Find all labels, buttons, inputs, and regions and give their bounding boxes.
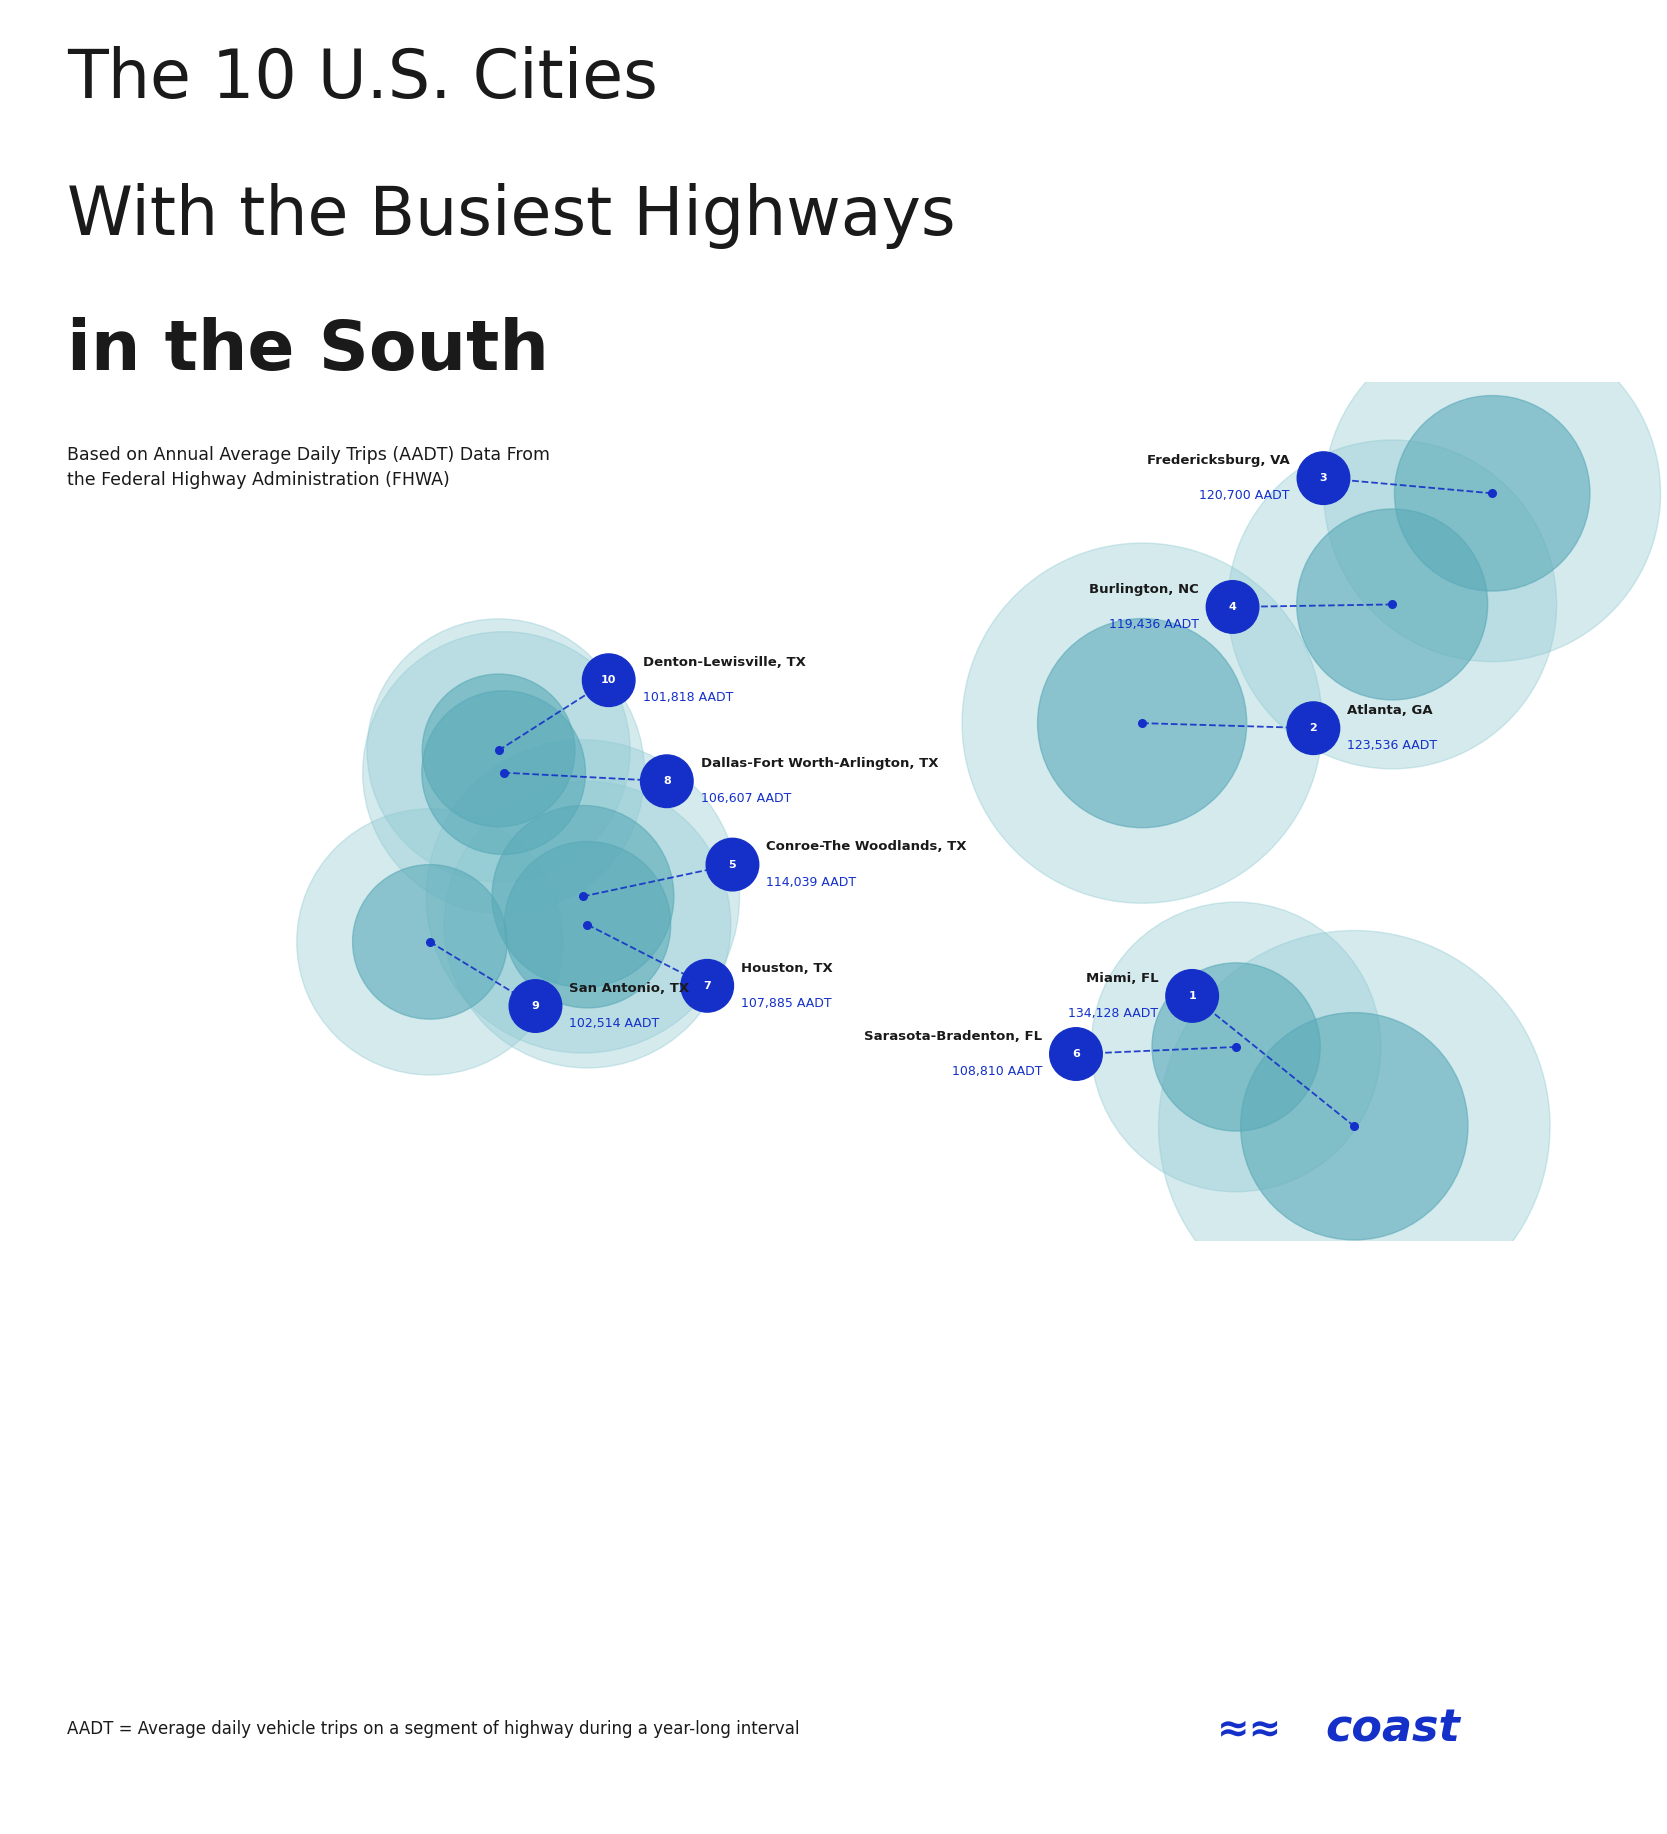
Text: 102,514 AADT: 102,514 AADT xyxy=(570,1018,660,1031)
Text: 108,810 AADT: 108,810 AADT xyxy=(952,1066,1042,1078)
Circle shape xyxy=(1297,510,1487,701)
Text: 10: 10 xyxy=(602,675,617,686)
Text: Fredericksburg, VA: Fredericksburg, VA xyxy=(1147,455,1290,468)
Text: Denton-Lewisville, TX: Denton-Lewisville, TX xyxy=(642,657,805,669)
Circle shape xyxy=(680,959,733,1012)
Circle shape xyxy=(582,655,635,706)
Text: Sarasota-Bradenton, FL: Sarasota-Bradenton, FL xyxy=(864,1031,1042,1044)
Circle shape xyxy=(1229,440,1557,768)
Text: With the Busiest Highways: With the Busiest Highways xyxy=(67,183,955,249)
Circle shape xyxy=(363,631,645,913)
Circle shape xyxy=(1159,930,1550,1322)
Text: 134,128 AADT: 134,128 AADT xyxy=(1069,1007,1159,1020)
Text: 123,536 AADT: 123,536 AADT xyxy=(1347,739,1437,752)
Text: 114,039 AADT: 114,039 AADT xyxy=(767,875,857,889)
Text: 120,700 AADT: 120,700 AADT xyxy=(1199,490,1290,503)
Circle shape xyxy=(1287,702,1340,754)
Circle shape xyxy=(1092,902,1380,1192)
Circle shape xyxy=(1297,451,1350,504)
Circle shape xyxy=(640,756,693,807)
Circle shape xyxy=(297,809,563,1075)
Circle shape xyxy=(1324,325,1660,662)
Text: 1: 1 xyxy=(1189,990,1195,1001)
Text: 2: 2 xyxy=(1310,723,1317,734)
Circle shape xyxy=(422,691,585,855)
Circle shape xyxy=(1152,963,1320,1132)
Text: San Antonio, TX: San Antonio, TX xyxy=(570,981,690,994)
Circle shape xyxy=(427,739,740,1053)
Circle shape xyxy=(422,675,575,827)
Circle shape xyxy=(353,864,507,1020)
Text: Miami, FL: Miami, FL xyxy=(1085,972,1159,985)
Text: Houston, TX: Houston, TX xyxy=(742,961,834,974)
Circle shape xyxy=(707,838,758,891)
Circle shape xyxy=(1395,396,1590,591)
Text: 3: 3 xyxy=(1320,473,1327,482)
Circle shape xyxy=(1240,1012,1469,1240)
Text: The 10 U.S. Cities: The 10 U.S. Cities xyxy=(67,46,657,112)
Text: Conroe-The Woodlands, TX: Conroe-The Woodlands, TX xyxy=(767,840,967,853)
Circle shape xyxy=(367,618,630,882)
Text: Burlington, NC: Burlington, NC xyxy=(1089,583,1199,596)
Text: 106,607 AADT: 106,607 AADT xyxy=(700,792,792,805)
Text: 101,818 AADT: 101,818 AADT xyxy=(642,691,733,704)
Circle shape xyxy=(505,842,670,1009)
Text: 6: 6 xyxy=(1072,1049,1080,1058)
Text: Dallas-Fort Worth-Arlington, TX: Dallas-Fort Worth-Arlington, TX xyxy=(700,757,939,770)
Circle shape xyxy=(443,781,730,1067)
Text: coast: coast xyxy=(1325,1707,1460,1751)
Text: AADT = Average daily vehicle trips on a segment of highway during a year-long in: AADT = Average daily vehicle trips on a … xyxy=(67,1720,798,1739)
Circle shape xyxy=(962,543,1322,902)
Circle shape xyxy=(1037,618,1247,827)
Text: 5: 5 xyxy=(728,860,737,869)
Circle shape xyxy=(1207,581,1259,633)
Text: 107,885 AADT: 107,885 AADT xyxy=(742,998,832,1011)
Text: ≈≈: ≈≈ xyxy=(1217,1711,1282,1748)
Circle shape xyxy=(1165,970,1219,1022)
Text: 4: 4 xyxy=(1229,602,1237,613)
Text: Based on Annual Average Daily Trips (AADT) Data From
the Federal Highway Adminis: Based on Annual Average Daily Trips (AAD… xyxy=(67,446,550,490)
Text: Atlanta, GA: Atlanta, GA xyxy=(1347,704,1434,717)
Circle shape xyxy=(508,979,562,1033)
Text: 7: 7 xyxy=(703,981,712,990)
Text: in the South: in the South xyxy=(67,317,548,385)
Text: 119,436 AADT: 119,436 AADT xyxy=(1109,618,1199,631)
Circle shape xyxy=(1050,1027,1102,1080)
Text: 8: 8 xyxy=(663,776,670,787)
Circle shape xyxy=(492,805,673,987)
Text: 9: 9 xyxy=(532,1001,540,1011)
